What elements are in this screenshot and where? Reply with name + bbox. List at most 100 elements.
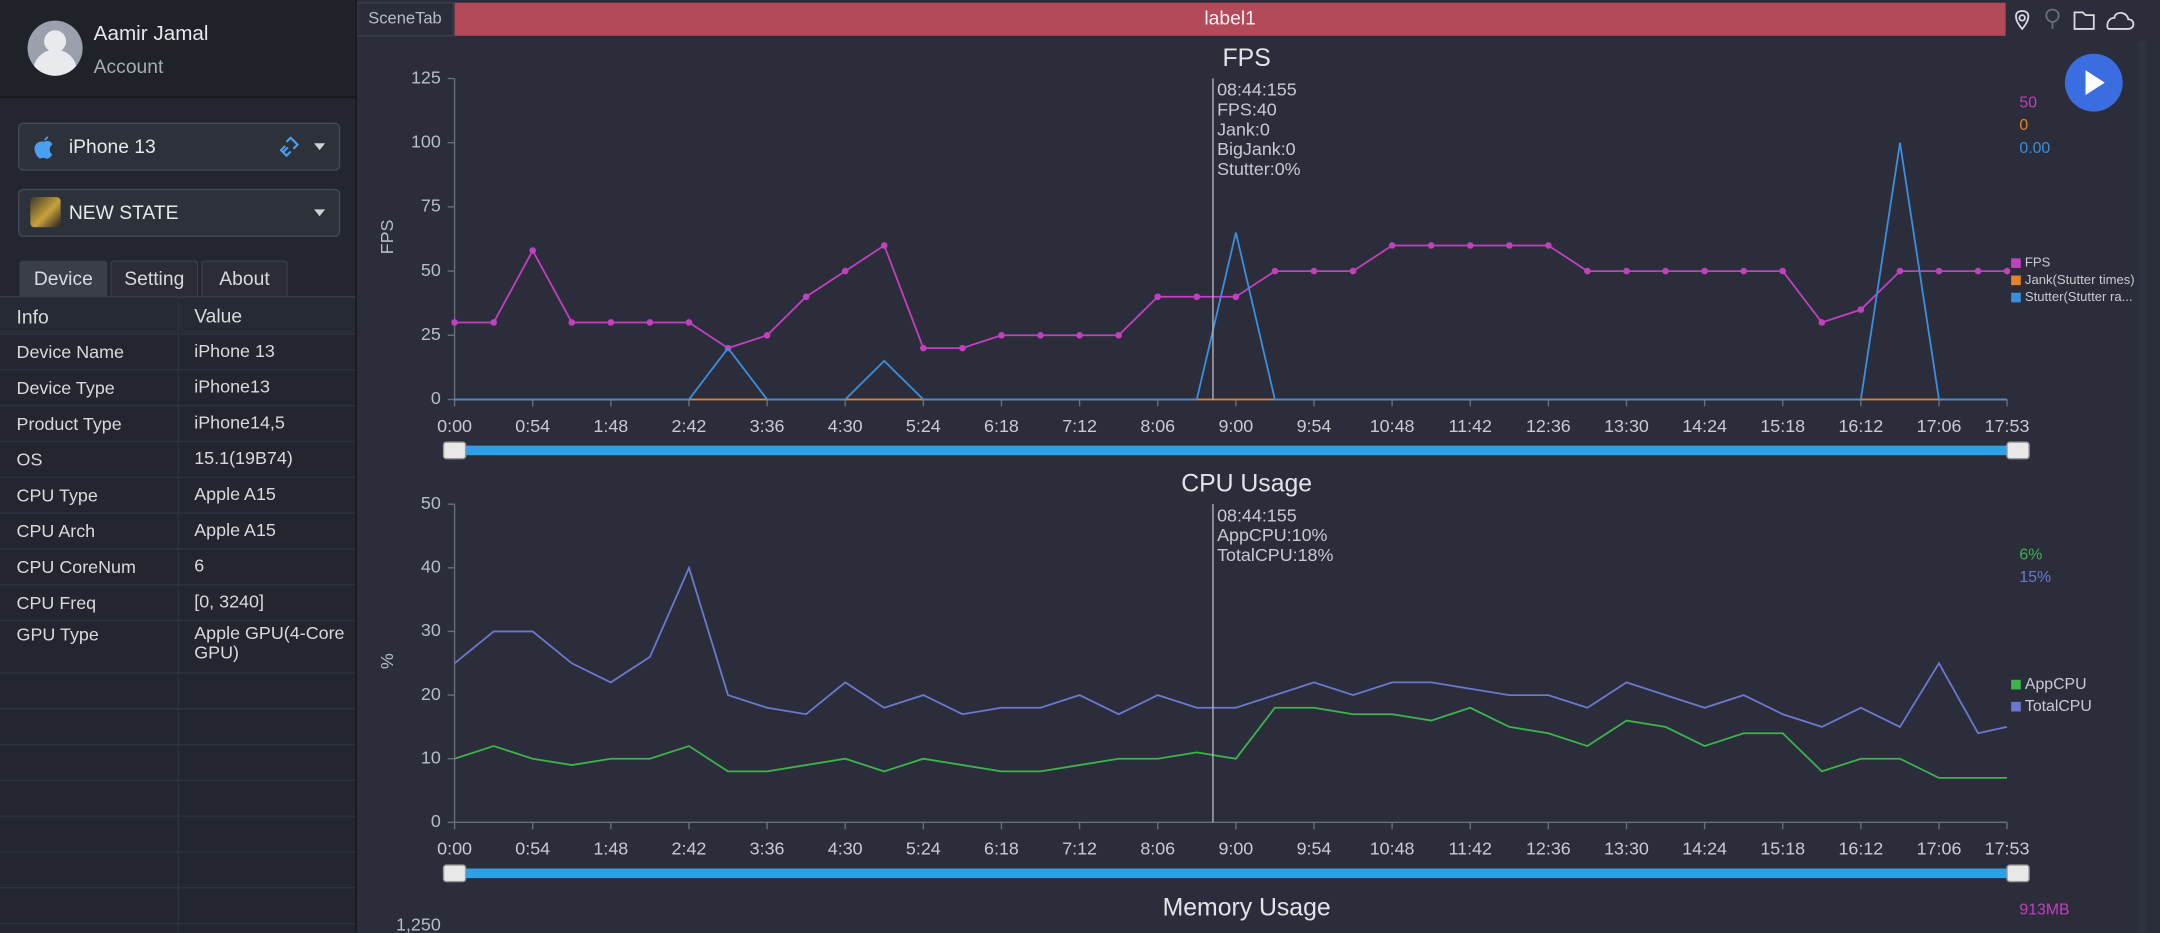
cursor-label: 08:44:155 bbox=[1217, 505, 1297, 525]
point-marker bbox=[1349, 267, 1357, 275]
header-cell: Info bbox=[16, 305, 49, 328]
point-marker bbox=[1154, 293, 1162, 301]
pin-icon[interactable] bbox=[2045, 8, 2060, 29]
x-tick-label: 0:54 bbox=[515, 416, 550, 436]
slider-handle bbox=[2006, 864, 2030, 883]
apple-icon bbox=[34, 136, 53, 159]
y-tick-label: 10 bbox=[421, 747, 441, 767]
point-marker bbox=[1896, 267, 1904, 275]
chart-title: Memory Usage bbox=[1163, 895, 1331, 922]
column-divider bbox=[177, 296, 180, 933]
x-tick-label: 3:36 bbox=[750, 416, 785, 436]
info-cell: OS bbox=[16, 449, 43, 470]
cloud-icon[interactable] bbox=[2106, 12, 2135, 30]
cursor-label: 08:44:155 bbox=[1217, 80, 1297, 100]
main-background bbox=[356, 0, 2160, 933]
current-value: 0.00 bbox=[2019, 140, 2050, 157]
account-link[interactable]: Account bbox=[93, 55, 164, 78]
tab-about[interactable]: About bbox=[201, 260, 288, 297]
app-name: NEW STATE bbox=[68, 201, 179, 224]
x-tick-label: 8:06 bbox=[1140, 416, 1175, 436]
x-tick-label: 15:18 bbox=[1760, 416, 1805, 436]
app-select[interactable]: NEW STATE bbox=[17, 188, 341, 237]
value-cell: Apple A15 bbox=[194, 519, 276, 540]
point-marker bbox=[1310, 267, 1318, 275]
point-marker bbox=[1584, 267, 1591, 275]
info-cell: Product Type bbox=[16, 413, 122, 434]
legend-label: AppCPU bbox=[2025, 676, 2087, 693]
x-tick-label: 13:30 bbox=[1604, 416, 1649, 436]
x-tick-label: 5:24 bbox=[906, 839, 941, 859]
y-tick-label: 125 bbox=[411, 67, 441, 87]
point-marker bbox=[1037, 331, 1044, 339]
scene-tab[interactable] bbox=[356, 2, 454, 37]
tab-setting[interactable]: Setting bbox=[110, 260, 199, 297]
x-tick-label: 3:36 bbox=[750, 839, 785, 859]
location-dot bbox=[2018, 14, 2026, 22]
value-cell: iPhone 13 bbox=[194, 340, 275, 361]
current-value: 15% bbox=[2019, 569, 2051, 586]
y-tick-label: 75 bbox=[421, 196, 441, 216]
legend-label: Stutter(Stutter ra... bbox=[2025, 289, 2133, 304]
x-tick-label: 8:06 bbox=[1140, 839, 1175, 859]
point-marker bbox=[685, 319, 693, 326]
y-tick-label: 0 bbox=[431, 811, 441, 831]
link-icon[interactable] bbox=[278, 136, 300, 158]
point-marker bbox=[802, 293, 810, 301]
legend-label: Jank(Stutter times) bbox=[2025, 272, 2135, 287]
point-marker bbox=[1857, 306, 1865, 313]
tab-device[interactable]: Device bbox=[19, 260, 108, 297]
y-tick-label: 0 bbox=[431, 388, 441, 408]
device-select[interactable]: iPhone 13 bbox=[17, 122, 341, 171]
play-icon bbox=[2085, 70, 2105, 96]
point-marker bbox=[490, 319, 497, 326]
point-marker bbox=[1193, 293, 1201, 301]
x-tick-label: 6:18 bbox=[984, 416, 1019, 436]
profile: Aamir Jamal Account bbox=[0, 0, 356, 98]
header-cell: Value bbox=[194, 304, 243, 327]
x-tick-label: 9:54 bbox=[1297, 839, 1332, 859]
legend-swatch bbox=[2011, 292, 2021, 303]
x-tick-label: 7:12 bbox=[1062, 839, 1097, 859]
x-tick-label: 16:12 bbox=[1838, 839, 1883, 859]
x-tick-label: 4:30 bbox=[828, 416, 863, 436]
value-cell: 6 bbox=[194, 555, 205, 576]
x-tick-label: 10:48 bbox=[1370, 416, 1415, 436]
slider-handle bbox=[442, 864, 467, 883]
point-marker bbox=[1388, 242, 1396, 249]
point-marker bbox=[920, 344, 927, 352]
point-marker bbox=[568, 319, 576, 326]
legend-swatch bbox=[2011, 258, 2021, 268]
info-cell: CPU Type bbox=[16, 484, 98, 506]
x-tick-label: 17:06 bbox=[1917, 416, 1962, 436]
point-marker bbox=[646, 319, 654, 326]
y-tick-label: 30 bbox=[421, 620, 441, 640]
value-cell: iPhone13 bbox=[194, 376, 270, 397]
point-marker bbox=[1701, 267, 1708, 275]
x-tick-label: 9:00 bbox=[1218, 416, 1253, 436]
folder-icon[interactable] bbox=[2073, 11, 2095, 30]
series-line bbox=[454, 142, 2008, 401]
cursor-label: Stutter:0% bbox=[1217, 159, 1301, 179]
x-tick-label: 5:24 bbox=[906, 416, 941, 436]
app-icon bbox=[30, 196, 61, 228]
point-marker bbox=[998, 331, 1005, 339]
series-line bbox=[454, 565, 2008, 735]
avatar[interactable] bbox=[27, 20, 83, 76]
value-cell: Apple A15 bbox=[194, 483, 276, 505]
toolbar-icons bbox=[2015, 8, 2135, 31]
scrollbar[interactable] bbox=[2137, 41, 2147, 933]
current-value: 913MB bbox=[2019, 902, 2069, 919]
x-tick-label: 11:42 bbox=[1449, 416, 1492, 436]
cursor-label: TotalCPU:18% bbox=[1217, 545, 1333, 565]
current-value: 50 bbox=[2019, 95, 2037, 112]
x-tick-label: 4:30 bbox=[828, 839, 863, 859]
scene-label: label1 bbox=[1204, 8, 1255, 29]
x-tick-label: 15:18 bbox=[1760, 839, 1805, 859]
info-cell: CPU Arch bbox=[16, 520, 96, 542]
point-marker bbox=[529, 247, 537, 254]
location-icon[interactable] bbox=[2015, 10, 2030, 31]
point-marker bbox=[1740, 267, 1748, 275]
point-marker bbox=[607, 319, 615, 326]
info-cell: Device Name bbox=[16, 341, 125, 363]
